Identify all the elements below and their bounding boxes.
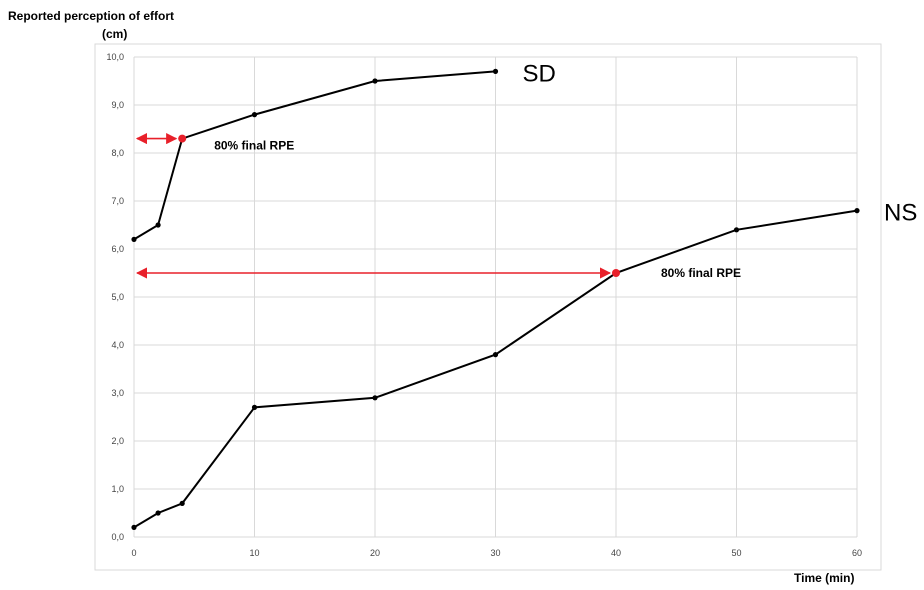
y-tick-label: 10,0 [106, 52, 124, 62]
y-tick-label: 5,0 [111, 292, 124, 302]
x-tick-label: 40 [611, 548, 621, 558]
data-point [733, 227, 740, 233]
rpe-marker [178, 134, 187, 143]
series-lines: SD NS [131, 60, 917, 531]
y-tick-label: 4,0 [111, 340, 124, 350]
data-point [372, 78, 378, 84]
data-point [372, 395, 378, 401]
x-tick-label: 50 [731, 548, 741, 558]
data-point [179, 500, 185, 506]
data-point [492, 352, 499, 358]
x-tick-label: 10 [249, 548, 259, 558]
rpe-marker [612, 269, 620, 277]
annotations: 80% final RPE 80% final RPE [135, 133, 741, 280]
series-label-ns: NS [884, 200, 917, 227]
y-axis-unit: (cm) [102, 27, 127, 41]
series-line-sd [133, 70, 496, 241]
y-tick-label: 8,0 [111, 148, 124, 158]
data-point [251, 112, 258, 118]
data-point [131, 236, 137, 242]
plot-frame [94, 43, 882, 571]
x-axis-title: Time (min) [794, 571, 854, 585]
y-tick-label: 0,0 [111, 532, 124, 542]
x-tick-label: 60 [852, 548, 862, 558]
rpe-annotation-label: 80% final RPE [214, 139, 294, 153]
x-tick-labels: 0 10 20 30 40 50 60 [131, 548, 862, 558]
y-tick-label: 3,0 [111, 388, 124, 398]
y-tick-label: 6,0 [111, 244, 124, 254]
series-label-sd: SD [523, 60, 556, 87]
grid [133, 56, 858, 538]
y-tick-label: 9,0 [111, 100, 124, 110]
x-tick-label: 30 [490, 548, 500, 558]
data-point [155, 222, 161, 228]
y-tick-label: 7,0 [111, 196, 124, 206]
y-tick-labels: 0,0 1,0 2,0 3,0 4,0 5,0 6,0 7,0 8,0 9,0 10,0 [106, 52, 124, 542]
y-tick-label: 1,0 [111, 484, 124, 494]
y-tick-label: 2,0 [111, 436, 124, 446]
rpe-annotation-label: 80% final RPE [661, 266, 741, 280]
x-tick-label: 0 [131, 548, 136, 558]
data-point [155, 510, 161, 516]
data-point [131, 524, 137, 531]
y-axis-title: Reported perception of effort [8, 9, 174, 23]
data-point [492, 68, 499, 74]
x-tick-label: 20 [370, 548, 380, 558]
data-point [854, 208, 860, 214]
data-point [251, 404, 258, 410]
